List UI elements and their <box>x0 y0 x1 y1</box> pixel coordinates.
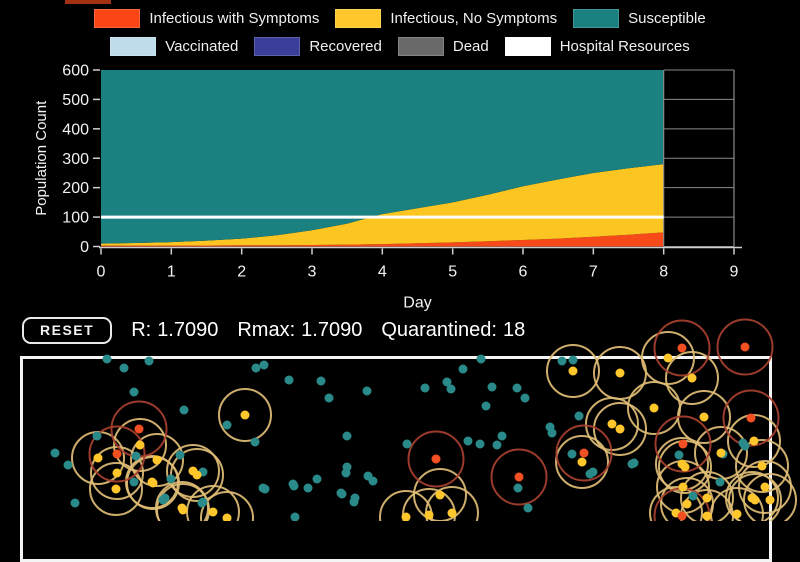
x-tick-label: 1 <box>167 264 176 281</box>
y-tick-label: 200 <box>62 180 89 197</box>
simulation-field <box>20 356 772 562</box>
legend-row-1: Infectious with Symptoms Infectious, No S… <box>0 4 800 32</box>
legend-label: Vaccinated <box>165 37 239 55</box>
area-infectious-no-symptoms <box>101 164 664 246</box>
legend-swatch-susceptible <box>573 8 620 28</box>
x-tick-label: 7 <box>589 264 598 281</box>
y-tick-label: 0 <box>80 239 89 256</box>
stat-rmax: Rmax: 1.7090 <box>237 318 363 341</box>
cropped-swatch <box>65 0 111 4</box>
legend-swatch-hospital-resources <box>504 36 551 56</box>
y-tick-label: 600 <box>62 63 89 80</box>
stat-r: R: 1.7090 <box>131 318 219 341</box>
stats-row: RESET R: 1.7090 Rmax: 1.7090 Quarantined: 18 <box>0 313 525 347</box>
x-axis-title: Day <box>403 295 431 312</box>
legend-swatch-vaccinated <box>110 36 157 56</box>
x-tick-label: 6 <box>519 264 528 281</box>
legend-swatch-dead <box>397 36 444 56</box>
reset-button[interactable]: RESET <box>22 316 113 344</box>
x-tick-label: 5 <box>448 264 457 281</box>
y-tick-label: 400 <box>62 121 89 138</box>
x-tick-label: 8 <box>659 264 668 281</box>
legend-label: Dead <box>452 37 489 55</box>
x-tick-label: 0 <box>97 264 106 281</box>
legend-item-vaccinated: Vaccinated <box>110 36 239 56</box>
stat-quarantined: Quarantined: 18 <box>381 318 526 341</box>
legend-item-susceptible: Susceptible <box>573 8 706 28</box>
legend-item-hospital-resources: Hospital Resources <box>504 36 690 56</box>
legend-label: Recovered <box>309 37 382 55</box>
legend-swatch-infectious-no-symptoms <box>335 8 382 28</box>
legend-item-infectious-no-symptoms: Infectious, No Symptoms <box>335 8 558 28</box>
x-tick-label: 4 <box>378 264 387 281</box>
y-tick-label: 100 <box>62 210 89 227</box>
legend-item-recovered: Recovered <box>254 36 382 56</box>
x-tick-label: 3 <box>308 264 317 281</box>
legend-label: Infectious, No Symptoms <box>390 9 558 27</box>
chart-legend: Infectious with Symptoms Infectious, No S… <box>0 4 800 60</box>
legend-label: Hospital Resources <box>559 37 690 55</box>
population-chart: 0 1 2 3 4 5 6 7 8 9 Day 0 100 200 300 400 500 600 Populati… <box>33 63 742 312</box>
legend-swatch-recovered <box>254 36 301 56</box>
legend-item-dead: Dead <box>397 36 489 56</box>
legend-row-2: Vaccinated Recovered Dead Hospital Resource… <box>0 32 800 60</box>
legend-label: Susceptible <box>628 9 706 27</box>
legend-swatch-infectious-with-symptoms <box>94 8 141 28</box>
y-tick-label: 500 <box>62 92 89 109</box>
legend-label: Infectious with Symptoms <box>149 9 320 27</box>
area-susceptible <box>101 70 664 244</box>
legend-item-infectious-with-symptoms: Infectious with Symptoms <box>94 8 320 28</box>
y-tick-label: 300 <box>62 151 89 168</box>
x-tick-label: 9 <box>730 264 739 281</box>
y-axis-title: Population Count <box>33 100 50 216</box>
area-infectious-with-symptoms <box>101 232 664 247</box>
x-tick-label: 2 <box>237 264 246 281</box>
